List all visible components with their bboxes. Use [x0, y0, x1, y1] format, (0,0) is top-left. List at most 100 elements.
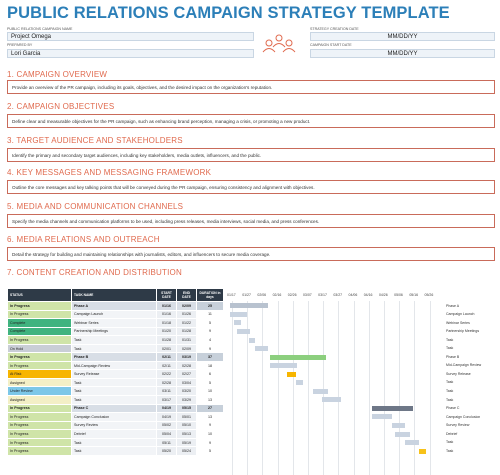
section-3-text-box[interactable]: Identify the primary and secondary targe…: [7, 148, 495, 162]
table-row[interactable]: At Risk Survey Release 02/22 02/27 6: [7, 369, 224, 379]
task-name-cell: Survey Review: [71, 420, 157, 431]
end-date-cell: 02/27: [176, 369, 197, 379]
duration-cell: 5: [196, 377, 224, 388]
phase-row[interactable]: In Progress Phase C 04/19 05/15 27: [7, 403, 224, 414]
gantt-bar[interactable]: [371, 414, 392, 420]
task-name-cell: Debrief: [71, 429, 157, 439]
gantt-task-label: Mid-Campaign Review: [446, 363, 482, 368]
gantt-bar[interactable]: [254, 346, 269, 352]
gantt-bar[interactable]: [230, 303, 269, 309]
task-name-cell: Phase C: [71, 403, 157, 414]
start-date-cell: 03/11: [156, 386, 177, 396]
end-date-cell: 01/22: [176, 318, 197, 328]
duration-cell: 5: [196, 318, 224, 328]
start-date-cell: 03/17: [156, 395, 177, 405]
table-row[interactable]: On Hold Task 02/01 02/09 9: [7, 343, 224, 354]
duration-cell: 10: [196, 429, 224, 439]
page-title: PUBLIC RELATIONS CAMPAIGN STRATEGY TEMPL…: [7, 4, 450, 22]
duration-cell: 10: [196, 386, 224, 396]
gantt-tick-label: 05/26: [424, 293, 434, 297]
gantt-bar[interactable]: [286, 371, 296, 377]
status-cell: On Hold: [7, 343, 72, 354]
gantt-task-label: Partnership Meetings: [446, 329, 480, 334]
status-cell: Assigned: [7, 395, 72, 405]
end-date-cell: 03/04: [176, 377, 197, 388]
duration-cell: 6: [196, 369, 224, 379]
gantt-bar[interactable]: [391, 423, 406, 428]
table-row[interactable]: In Progress Task 05/11 05/19 9: [7, 437, 224, 448]
start-date-cell: 05/02: [156, 420, 177, 431]
table-row[interactable]: Complete Partnership Meetings 01/20 01/28 9: [7, 326, 224, 337]
table-row[interactable]: Complete Webinar Series 01/18 01/22 5: [7, 318, 224, 328]
status-cell: In Progress: [7, 412, 72, 422]
section-1-text-box[interactable]: Provide an overview of the PR campaign, …: [7, 80, 495, 94]
table-row[interactable]: In Progress Task 05/20 05/24 5: [7, 446, 224, 456]
section-4-heading: 4. KEY MESSAGES AND MESSAGING FRAMEWORK: [7, 168, 212, 177]
gantt-bar[interactable]: [371, 405, 413, 411]
table-row[interactable]: In Progress Campaign Conclusion 04/19 05/01…: [7, 412, 224, 422]
start-date-cell: 01/28: [156, 335, 177, 345]
phase-row[interactable]: In Progress Phase A 01/16 02/09 25: [7, 301, 224, 311]
section-6-text-box[interactable]: Detail the strategy for building and mai…: [7, 247, 495, 261]
end-date-cell: 01/26: [176, 309, 197, 320]
task-name-cell: Task: [71, 437, 157, 448]
task-name-cell: Phase B: [71, 352, 157, 362]
status-header: STATUS: [7, 288, 72, 302]
gantt-task-label: Task: [446, 337, 454, 342]
gantt-bar[interactable]: [248, 337, 255, 343]
start-date-cell: 01/18: [156, 318, 177, 328]
gantt-tick-label: 04/16: [363, 293, 373, 297]
creation-date-field[interactable]: MM/DD/YY: [310, 32, 495, 41]
gantt-bar[interactable]: [236, 328, 251, 334]
start-date-field[interactable]: MM/DD/YY: [310, 49, 495, 58]
section-2-text-box[interactable]: Define clear and measurable objectives f…: [7, 114, 495, 128]
section-4-text-box[interactable]: Outline the core messages and key talkin…: [7, 180, 495, 194]
start-date-cell: 04/19: [156, 403, 177, 414]
phase-row[interactable]: In Progress Phase B 02/11 03/19 37: [7, 352, 224, 362]
gantt-bar[interactable]: [321, 397, 342, 403]
status-cell: Complete: [7, 318, 72, 328]
status-cell: Complete: [7, 326, 72, 337]
status-cell: In Progress: [7, 352, 72, 362]
gantt-bar[interactable]: [394, 431, 410, 437]
gantt-bar[interactable]: [230, 311, 248, 317]
table-row[interactable]: In Progress Mid-Campaign Review 02/11 02/28…: [7, 360, 224, 371]
duration-cell: 13: [196, 395, 224, 405]
gantt-tick-label: 02/16: [272, 293, 282, 297]
section-7-heading: 7. CONTENT CREATION AND DISTRIBUTION: [7, 268, 182, 277]
table-row[interactable]: Assigned Task 02/28 03/04 5: [7, 377, 224, 388]
gantt-bar[interactable]: [233, 320, 242, 326]
gantt-bar[interactable]: [405, 440, 419, 446]
duration-cell: 11: [196, 309, 224, 320]
table-row[interactable]: In Progress Survey Review 05/02 05/10 9: [7, 420, 224, 431]
creation-date-label: STRATEGY CREATION DATE: [310, 27, 359, 31]
gantt-bar[interactable]: [418, 448, 427, 454]
duration-cell: 9: [196, 437, 224, 448]
task-name-cell: Webinar Series: [71, 318, 157, 328]
start-date-header: START DATE: [156, 288, 177, 302]
gantt-bar[interactable]: [269, 363, 298, 369]
status-cell: In Progress: [7, 360, 72, 371]
task-name-cell: Campaign Conclusion: [71, 412, 157, 422]
table-row[interactable]: In Progress Task 01/28 01/31 4: [7, 335, 224, 345]
duration-cell: 18: [196, 360, 224, 371]
table-row[interactable]: In Progress Debrief 05/04 05/13 10: [7, 429, 224, 439]
gantt-tick-label: 05/06: [394, 293, 403, 297]
table-row[interactable]: Assigned Task 03/17 03/29 13: [7, 395, 224, 405]
section-5-text-box[interactable]: Specify the media channels and communica…: [7, 214, 495, 228]
end-date-cell: 01/28: [176, 326, 197, 337]
status-cell: In Progress: [7, 437, 72, 448]
gantt-task-label: Survey Release: [446, 371, 471, 376]
prepared-by-field[interactable]: Lori Garcia: [7, 49, 254, 58]
status-cell: In Progress: [7, 429, 72, 439]
status-cell: At Risk: [7, 369, 72, 379]
campaign-name-field[interactable]: Project Omega: [7, 32, 254, 41]
gantt-bar[interactable]: [295, 380, 304, 386]
end-date-cell: 05/01: [176, 412, 197, 422]
start-date-cell: 01/16: [156, 301, 177, 311]
gantt-bar[interactable]: [312, 388, 328, 394]
end-date-cell: 03/20: [176, 386, 197, 396]
table-row[interactable]: In Progress Campaign Launch 01/16 01/26 11: [7, 309, 224, 320]
gantt-bar[interactable]: [269, 354, 327, 360]
table-row[interactable]: Under Review Task 03/11 03/20 10: [7, 386, 224, 396]
